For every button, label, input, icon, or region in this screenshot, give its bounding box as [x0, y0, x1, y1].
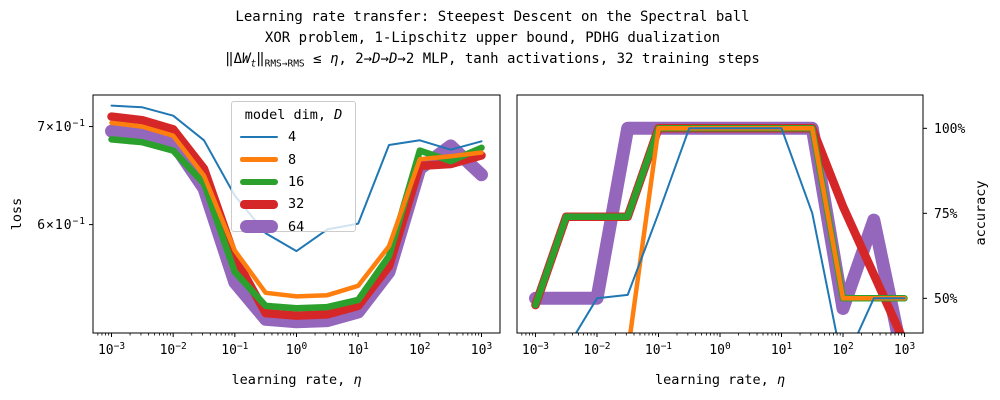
text-segment: learning rate,: [654, 372, 777, 388]
series-group-loss: [105, 104, 488, 329]
loss-axis-label: loss: [9, 197, 25, 231]
legend-swatch-64: [240, 220, 278, 234]
legend: model dim, D 4 8 16 32 64: [231, 101, 356, 235]
series-line-accuracy-64: [529, 121, 905, 333]
legend-label: 4: [288, 129, 297, 146]
y-tick-label: 7×10−1: [37, 118, 86, 135]
figure-title-line3: ‖ΔWt‖RMS→RMS ≤ η, 2→D→D→2 MLP, tanh acti…: [0, 49, 985, 75]
text-segment: ≤: [304, 51, 330, 67]
loss-xaxis-label: learning rate, η: [93, 372, 500, 388]
legend-swatch-16: [240, 178, 278, 186]
legend-entries: 4 8 16 32 64: [232, 126, 355, 238]
text-segment: η: [776, 372, 786, 388]
series-line-loss-4: [110, 104, 483, 253]
x-tick-label: 101: [347, 341, 369, 358]
text-segment: η: [353, 372, 362, 388]
x-tick-label: 100: [286, 341, 308, 358]
x-tick-label: 103: [471, 341, 492, 358]
legend-swatch-8: [240, 157, 278, 162]
y-tick-label: 100%: [934, 122, 965, 137]
accuracy-axis-label: accuracy: [973, 180, 989, 246]
legend-entry: 4: [232, 126, 355, 148]
legend-swatch-32: [240, 200, 278, 209]
text-segment: →2 MLP, tanh activations, 32 training st…: [397, 51, 760, 67]
x-tick-label: 10−3: [522, 341, 549, 358]
figure-title-line1: Learning rate transfer: Steepest Descent…: [235, 9, 750, 25]
text-segment: W: [242, 51, 251, 67]
y-tick-label: 6×10−1: [37, 216, 86, 233]
x-tick-label: 10−1: [221, 341, 248, 358]
legend-entry: 8: [232, 148, 355, 170]
legend-label: 8: [288, 151, 297, 168]
legend-label: 64: [288, 218, 305, 235]
legend-entry: 32: [232, 193, 355, 215]
series-line-loss-8: [109, 120, 484, 299]
text-segment: D: [372, 51, 381, 67]
text-segment: RMS→RMS: [264, 58, 305, 70]
legend-title: model dim, D: [232, 107, 355, 123]
figure-title-line2: XOR problem, 1-Lipschitz upper bound, PD…: [264, 30, 721, 46]
accuracy-xaxis-label: learning rate, η: [517, 372, 923, 388]
text-segment: t: [250, 58, 257, 70]
series-line-accuracy-4: [574, 127, 906, 333]
legend-entry: 16: [232, 171, 355, 193]
text-segment: ‖: [256, 51, 265, 67]
y-tick-label: 50%: [934, 292, 958, 307]
series-line-loss-16: [108, 136, 485, 312]
text-segment: learning rate,: [231, 372, 354, 388]
series-line-accuracy-8: [628, 126, 907, 333]
x-tick-label: 103: [894, 341, 915, 358]
series-group-accuracy: [529, 121, 908, 333]
legend-swatch-4: [240, 136, 278, 139]
x-tick-label: 10−3: [98, 341, 125, 358]
text-segment: D: [334, 107, 343, 123]
x-tick-label: 102: [409, 341, 430, 358]
legend-entry: 64: [232, 216, 355, 238]
legend-label: 32: [288, 196, 305, 213]
x-tick-label: 101: [771, 341, 793, 358]
text-segment: η: [329, 51, 339, 67]
text-segment: →: [380, 51, 389, 67]
text-segment: model dim,: [244, 107, 335, 123]
x-tick-label: 10−1: [645, 341, 672, 358]
x-tick-label: 10−2: [583, 341, 610, 358]
text-segment: D: [388, 51, 398, 67]
x-tick-label: 10−2: [160, 341, 187, 358]
x-tick-label: 100: [709, 341, 731, 358]
legend-label: 16: [288, 173, 305, 190]
text-segment: , 2→: [338, 51, 373, 67]
x-tick-label: 102: [832, 341, 853, 358]
y-tick-label: 75%: [934, 207, 958, 222]
figure-title: Learning rate transfer: Steepest Descent…: [0, 7, 985, 75]
text-segment: ‖Δ: [225, 51, 242, 67]
